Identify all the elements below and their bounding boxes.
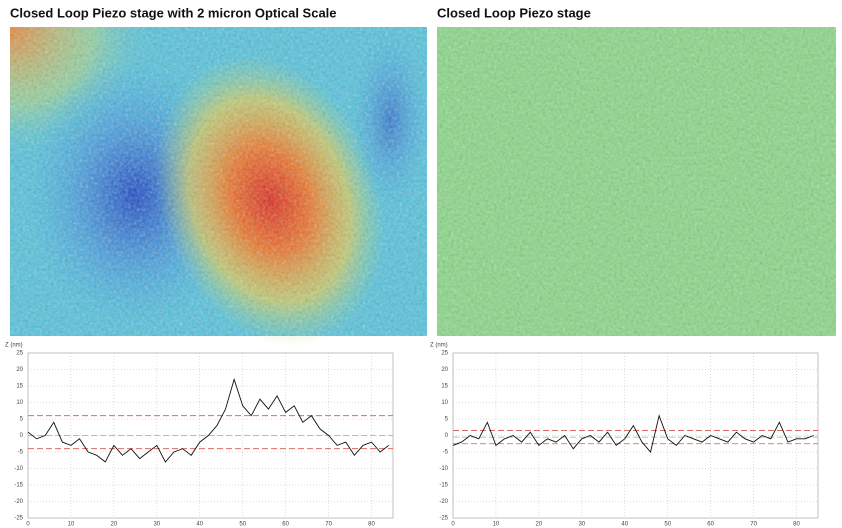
y-tick-label: 0 [445, 433, 449, 439]
x-tick-label: 50 [664, 522, 671, 528]
y-axis-label: Z (nm) [5, 343, 23, 349]
x-tick-label: 70 [325, 522, 332, 528]
y-tick-label: -10 [439, 466, 448, 472]
x-tick-label: 50 [239, 522, 246, 528]
x-tick-label: 10 [493, 522, 500, 528]
left-map [10, 27, 430, 346]
y-tick-label: 25 [16, 351, 23, 357]
x-tick-label: 10 [68, 522, 75, 528]
x-tick-label: 30 [153, 522, 160, 528]
x-tick-label: 40 [196, 522, 203, 528]
chart-title: Closed Loop Piezo stage [437, 5, 591, 20]
y-tick-label: 15 [16, 384, 23, 390]
y-tick-label: -25 [14, 516, 23, 522]
x-tick-label: 60 [707, 522, 714, 528]
x-tick-label: 0 [26, 522, 30, 528]
x-tick-label: 0 [451, 522, 455, 528]
x-tick-label: 80 [793, 522, 800, 528]
y-tick-label: -5 [443, 450, 449, 456]
right-map [437, 27, 836, 336]
x-tick-label: 30 [578, 522, 585, 528]
x-tick-label: 20 [111, 522, 118, 528]
y-tick-label: -15 [439, 483, 448, 489]
y-tick-label: 5 [20, 417, 24, 423]
x-tick-label: 70 [750, 522, 757, 528]
y-tick-label: 15 [441, 384, 448, 390]
y-tick-label: -20 [439, 499, 448, 505]
x-tick-label: 40 [621, 522, 628, 528]
y-tick-label: 20 [16, 367, 23, 373]
profile-line [452, 414, 814, 453]
chart-title: Closed Loop Piezo stage with 2 micron Op… [10, 5, 337, 20]
y-tick-label: 20 [441, 367, 448, 373]
y-tick-label: -20 [14, 499, 23, 505]
x-tick-label: 80 [368, 522, 375, 528]
y-tick-label: -25 [439, 516, 448, 522]
y-tick-label: 10 [16, 400, 23, 406]
profile-line [27, 377, 389, 463]
x-tick-label: 60 [282, 522, 289, 528]
y-tick-label: 0 [20, 433, 24, 439]
y-tick-label: 5 [445, 417, 449, 423]
y-tick-label: -10 [14, 466, 23, 472]
y-axis-label: Z (nm) [430, 343, 448, 349]
y-tick-label: 25 [441, 351, 448, 357]
y-tick-label: -5 [18, 450, 24, 456]
y-tick-label: 10 [441, 400, 448, 406]
x-tick-label: 20 [536, 522, 543, 528]
y-tick-label: -15 [14, 483, 23, 489]
